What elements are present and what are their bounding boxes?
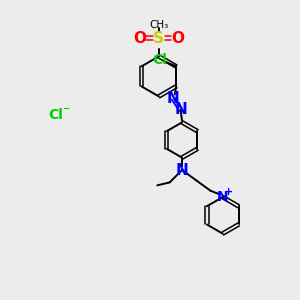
Text: CH₃: CH₃ <box>149 20 169 30</box>
Text: ⁻: ⁻ <box>62 104 70 118</box>
Text: O: O <box>134 31 146 46</box>
Text: N: N <box>174 103 187 118</box>
Text: Cl: Cl <box>48 108 63 122</box>
Text: N: N <box>176 163 188 178</box>
Text: Cl: Cl <box>152 53 167 68</box>
Text: O: O <box>171 31 184 46</box>
Text: +: + <box>224 187 233 197</box>
Text: N: N <box>167 91 180 106</box>
Text: N: N <box>217 190 229 204</box>
Text: S: S <box>153 31 164 46</box>
